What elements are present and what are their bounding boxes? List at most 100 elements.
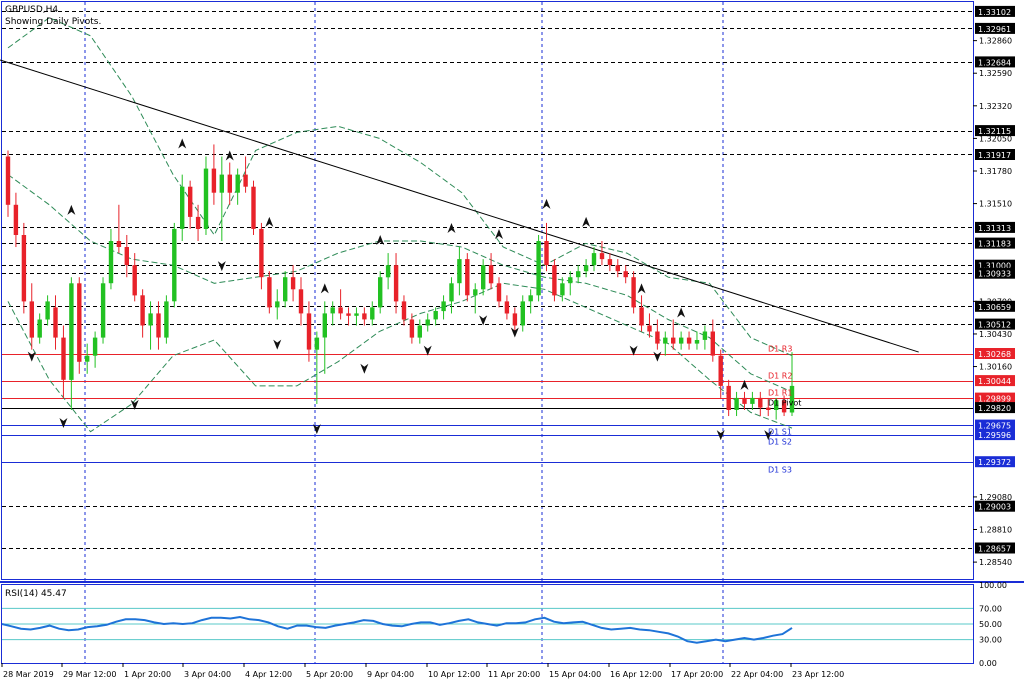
candle-body: [77, 283, 82, 362]
fractal-up-arrow: [582, 216, 591, 227]
pivot-label: D1 S3: [768, 466, 792, 475]
price-tag-box: [975, 419, 1015, 431]
candle-body: [441, 301, 446, 312]
pivot-lines: [2, 354, 973, 463]
price-tag-label: 1.29899: [978, 395, 1011, 404]
candle-body: [560, 283, 565, 296]
candle-body: [583, 265, 589, 272]
fractal-up-arrow: [542, 198, 551, 209]
rsi-tick-label: 100.00: [979, 581, 1007, 590]
candle-body: [726, 385, 731, 410]
candle-body: [481, 265, 486, 290]
pivot-label: D1 S1: [768, 428, 792, 437]
time-tick-label: 10 Apr 12:00: [428, 670, 480, 679]
price-tag-box: [975, 5, 1015, 17]
candle-body: [718, 355, 723, 386]
candle-body: [496, 283, 502, 302]
candle-body: [124, 247, 129, 266]
candle-body: [29, 301, 34, 338]
dashed-levels: [2, 11, 973, 549]
time-tick-label: 4 Apr 12:00: [245, 670, 292, 679]
time-tick-label: 23 Apr 12:00: [792, 670, 844, 679]
fractal-down-arrow: [716, 430, 725, 441]
candle-body: [330, 307, 335, 314]
price-tag-label: 1.33102: [978, 8, 1011, 17]
candle-body: [671, 337, 676, 344]
price-axis: 1.33102 1.32961 1.32860 1.32684 1.32590 1.323…: [973, 5, 1015, 567]
fractal-down-arrow: [217, 261, 226, 272]
price-tag-label: 1.29596: [978, 431, 1011, 440]
fractal-up-arrow: [447, 222, 456, 233]
fractal-up-arrow: [265, 216, 274, 227]
time-tick-label: 29 Mar 12:00: [63, 670, 116, 679]
rsi-tick-label: 30.00: [979, 636, 1002, 645]
time-tick-label: 11 Apr 20:00: [488, 670, 540, 679]
candle-body: [781, 400, 787, 413]
rsi-subwindow: 100.00 70.00 50.00 30.00 0.00: [1, 581, 1007, 668]
price-tag-box: [975, 56, 1015, 68]
price-tick-label: 1.32320: [979, 102, 1012, 111]
candle-body: [306, 313, 312, 350]
fractal-down-arrow: [130, 399, 139, 410]
fractal-down-arrow: [423, 345, 432, 356]
rsi-line: [1, 615, 793, 644]
candle-body: [655, 331, 660, 344]
price-tag-label: 1.28657: [978, 545, 1011, 554]
candle-body: [211, 168, 217, 193]
candle-body: [504, 301, 510, 314]
time-tick-label: 3 Apr 04:00: [184, 670, 231, 679]
candle-body: [132, 265, 137, 296]
candle-body: [520, 301, 525, 326]
price-tag-box: [975, 348, 1015, 359]
candle-body: [615, 265, 620, 272]
price-tick-label: 1.32860: [979, 37, 1012, 46]
candle-body: [227, 174, 232, 193]
candle-body: [789, 385, 795, 413]
price-tag-box: [975, 375, 1015, 387]
fractal-up-arrow: [494, 229, 503, 240]
candle-body: [116, 241, 122, 247]
time-tick-label: 16 Apr 12:00: [610, 670, 662, 679]
candle-body: [631, 277, 636, 308]
candle-body: [457, 259, 462, 284]
price-tick-label: 1.28810: [979, 526, 1012, 535]
fractal-down-arrow: [653, 351, 662, 362]
candle-body: [195, 216, 201, 229]
candle-body: [219, 174, 224, 193]
candle-body: [488, 265, 494, 284]
fractal-down-arrow: [59, 418, 68, 429]
candle-body: [172, 228, 177, 302]
price-tag-label: 1.29675: [978, 422, 1011, 431]
price-tick-label: 1.29080: [979, 493, 1012, 502]
price-tag-box: [975, 500, 1015, 512]
price-tag-label: 1.31917: [978, 151, 1011, 160]
candle-body: [734, 397, 739, 410]
price-tag-box: [975, 429, 1015, 441]
fractal-up-arrow: [320, 283, 329, 294]
candle-body: [235, 174, 240, 193]
candle-body: [243, 174, 248, 187]
price-tick-label: 1.30160: [979, 363, 1012, 372]
price-tag-label: 1.30268: [978, 350, 1011, 359]
price-tag-label: 1.30659: [978, 303, 1011, 312]
candle-body: [21, 235, 27, 302]
candle-body: [679, 337, 684, 344]
candle-body: [750, 397, 755, 404]
candle-body: [647, 325, 652, 332]
candle-body: [283, 277, 288, 302]
candle-body: [108, 241, 114, 284]
fractal-down-arrow: [629, 345, 638, 356]
candle-body: [69, 283, 74, 380]
price-tick-label: 1.32590: [979, 69, 1012, 78]
price-tag-box: [975, 542, 1015, 554]
price-tag-box: [975, 300, 1015, 312]
pivot-label: D1 R3: [768, 345, 792, 354]
time-tick-label: 5 Apr 20:00: [306, 670, 353, 679]
candle-body: [623, 271, 628, 278]
candle-body: [766, 407, 771, 410]
candle-body: [425, 319, 430, 326]
pivot-label: D1 R1: [768, 389, 792, 398]
